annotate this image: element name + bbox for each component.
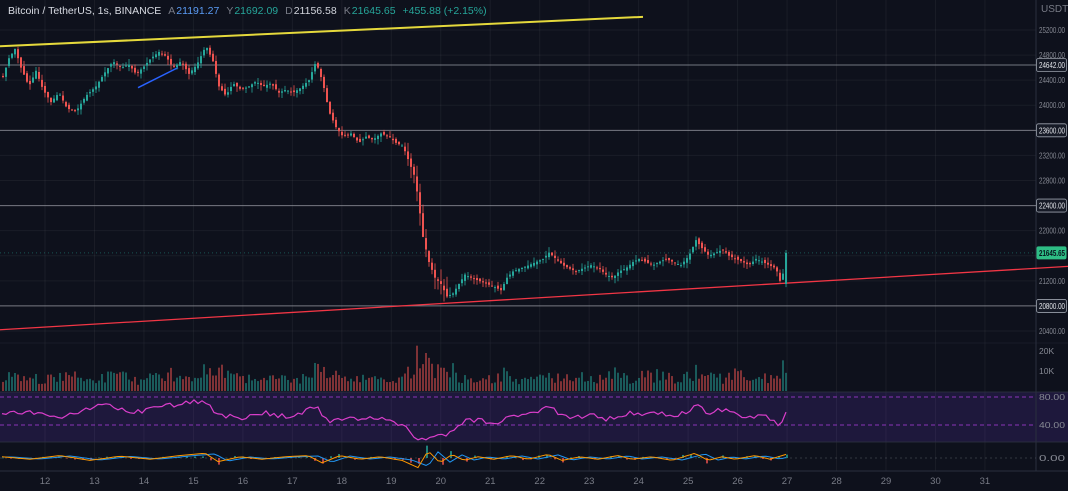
time-axis-label: 26 xyxy=(732,476,743,487)
level-price-badge-label: 22400.00 xyxy=(1039,201,1065,211)
time-axis[interactable]: 12 13 14 15 16 17 18 19 20 21 22 23 24 25 26 27 28 29 30 31 xyxy=(40,476,991,487)
level-price-badge-label: 24642.00 xyxy=(1039,60,1065,70)
macd-line xyxy=(1,452,787,469)
high-value: 21692.09 xyxy=(234,5,279,17)
close-value: 21645.65 xyxy=(351,5,396,17)
ohlc-low: D 21156.58 xyxy=(285,5,337,17)
rsi-panel-background xyxy=(0,392,1068,442)
red-support-line[interactable] xyxy=(0,265,1068,331)
price-change: +455.88 (+2.15%) xyxy=(402,5,487,17)
time-axis-label: 21 xyxy=(485,476,496,487)
rsi-indicator xyxy=(0,396,1036,441)
time-axis-label: 17 xyxy=(287,476,298,487)
open-label: A xyxy=(168,5,176,17)
time-axis-label: 30 xyxy=(930,476,941,487)
time-axis-label: 23 xyxy=(584,476,595,487)
ohlc-high: Y 21692.09 xyxy=(226,5,278,17)
time-axis-label: 14 xyxy=(139,476,150,487)
price-axis-label: 22800.00 xyxy=(1039,175,1065,185)
volume-axis-label: 10K xyxy=(1039,366,1054,376)
low-value: 21156.58 xyxy=(293,5,337,17)
high-label: Y xyxy=(226,5,234,17)
current-price-badge[interactable] xyxy=(1036,246,1067,260)
level-price-badge-label: 20800.00 xyxy=(1039,301,1065,311)
time-axis-label: 12 xyxy=(40,476,51,487)
yellow-resistance-line[interactable] xyxy=(0,15,644,48)
blue-short-line[interactable] xyxy=(137,66,179,89)
price-axis-label: 23200.00 xyxy=(1039,150,1065,160)
chart-legend: Bitcoin / TetherUS, 1s, BINANCE A 21191.2… xyxy=(8,5,487,17)
price-axis[interactable]: 25200.00 24800.00 24400.00 24000.00 23200.00… xyxy=(1036,25,1067,463)
price-axis-label: 25200.00 xyxy=(1039,25,1065,35)
volume-axis-label: 20K xyxy=(1039,346,1054,356)
level-price-badge-label: 23600.00 xyxy=(1039,125,1065,135)
symbol-title[interactable]: Bitcoin / TetherUS, 1s, BINANCE xyxy=(8,5,162,17)
current-price-badge-label: 21645.65 xyxy=(1039,248,1065,258)
close-label: K xyxy=(343,5,351,17)
rsi-axis-label: 40.00 xyxy=(1039,420,1065,430)
volume-bars xyxy=(2,345,787,391)
time-axis-label: 20 xyxy=(435,476,446,487)
rsi-axis-label: 80.00 xyxy=(1039,392,1065,402)
price-axis-label: 24400.00 xyxy=(1039,75,1065,85)
pane-dividers xyxy=(0,0,1068,472)
level-price-badge[interactable] xyxy=(1036,198,1067,213)
time-axis-label: 16 xyxy=(238,476,249,487)
level-price-badge[interactable] xyxy=(1036,123,1067,138)
rsi-line xyxy=(1,399,787,441)
open-value: 21191.27 xyxy=(176,5,220,17)
level-price-badge[interactable] xyxy=(1036,299,1067,313)
candlesticks xyxy=(2,45,787,302)
price-axis-label: 21200.00 xyxy=(1039,276,1065,286)
ohlc-open: A 21191.27 xyxy=(168,5,219,17)
price-axis-label: 24000.00 xyxy=(1039,100,1065,110)
time-axis-label: 27 xyxy=(782,476,793,487)
time-axis-label: 13 xyxy=(89,476,100,487)
time-axis-label: 19 xyxy=(386,476,397,487)
low-label: D xyxy=(285,5,293,17)
price-axis-label: 20400.00 xyxy=(1039,326,1065,336)
time-axis-label: 31 xyxy=(980,476,991,487)
time-axis-label: 29 xyxy=(881,476,892,487)
ohlc-close: K 21645.65 xyxy=(344,5,396,17)
time-axis-label: 18 xyxy=(337,476,348,487)
macd-axis-label: 0.00 xyxy=(1039,453,1065,463)
currency-label: USDT xyxy=(1041,4,1068,15)
level-price-badge[interactable] xyxy=(1036,58,1067,72)
horizontal-level-lines[interactable] xyxy=(0,64,1036,307)
time-axis-label: 24 xyxy=(633,476,644,487)
macd-indicator xyxy=(0,445,1036,469)
price-axis-label: 22000.00 xyxy=(1039,226,1065,236)
time-axis-label: 28 xyxy=(831,476,842,487)
price-axis-label: 24800.00 xyxy=(1039,50,1065,60)
time-axis-label: 15 xyxy=(188,476,199,487)
time-axis-label: 25 xyxy=(683,476,694,487)
time-axis-label: 22 xyxy=(534,476,545,487)
